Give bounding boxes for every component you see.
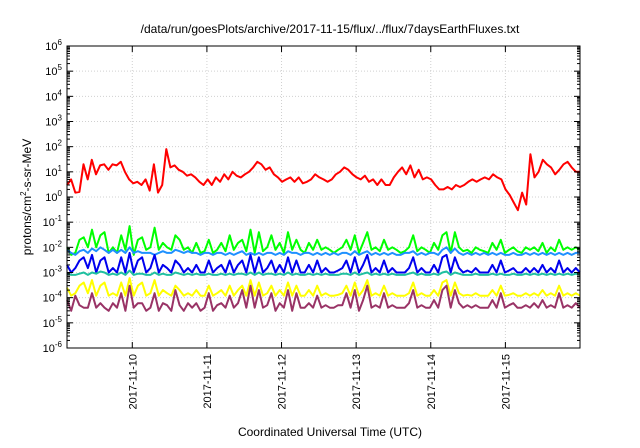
y-tick-base: 10 <box>45 91 57 103</box>
y-tick-exponent: 0 <box>58 189 63 198</box>
y-tick-base: 10 <box>45 41 57 53</box>
y-tick-exponent: 5 <box>58 63 63 72</box>
y-tick-base: 10 <box>45 167 57 179</box>
y-tick-base: 10 <box>45 66 57 78</box>
x-tick-labels: 2017-11-10 2017-11-11 2017-11-12 2017-11-13… <box>127 354 512 409</box>
y-axis-label-main: protons/cm <box>20 196 34 255</box>
series-line-7 <box>66 284 581 312</box>
y-axis-label-rest: -s-sr-MeV <box>20 139 34 192</box>
y-tick-base: 10 <box>43 293 55 305</box>
x-tick-label: 2017-11-12 <box>277 354 289 409</box>
y-tick-exponent: 2 <box>58 139 63 148</box>
y-tick-label: 10-4 <box>43 290 63 305</box>
y-tick-exponent: 1 <box>58 164 63 173</box>
x-tick-label: 2017-11-14 <box>426 354 438 409</box>
series-line-2 <box>66 225 581 256</box>
y-tick-label: 102 <box>45 139 62 154</box>
y-tick-exponent: -6 <box>55 340 63 349</box>
y-tick-labels: 10-610-510-410-310-210-11001011021031041… <box>43 38 63 355</box>
y-tick-base: 10 <box>45 117 57 129</box>
y-tick-label: 100 <box>45 189 62 204</box>
x-tick-label: 2017-11-10 <box>127 354 139 409</box>
series-line-6 <box>66 277 581 297</box>
y-tick-base: 10 <box>43 242 55 254</box>
x-tick-label: 2017-11-11 <box>202 354 214 409</box>
tick-marks <box>67 45 580 349</box>
y-tick-label: 10-1 <box>43 214 63 229</box>
y-tick-base: 10 <box>43 217 55 229</box>
chart-title: /data/run/goesPlots/archive/2017-11-15/f… <box>141 22 520 36</box>
x-tick-label: 2017-11-13 <box>351 354 363 409</box>
y-tick-base: 10 <box>45 142 57 154</box>
y-tick-base: 10 <box>43 343 55 355</box>
y-tick-exponent: 6 <box>58 38 63 47</box>
series-line-4 <box>66 251 581 274</box>
series-lines <box>66 148 581 312</box>
y-tick-label: 10-2 <box>43 239 63 254</box>
y-tick-exponent: -3 <box>55 265 63 274</box>
y-tick-label: 103 <box>45 114 62 129</box>
y-tick-exponent: -4 <box>55 290 63 299</box>
y-tick-exponent: 4 <box>58 88 63 97</box>
x-tick-label: 2017-11-15 <box>500 354 512 409</box>
y-tick-exponent: -2 <box>55 239 63 248</box>
y-tick-label: 105 <box>45 63 62 78</box>
y-tick-base: 10 <box>43 318 55 330</box>
y-tick-label: 101 <box>45 164 62 179</box>
series-line-3 <box>66 246 580 256</box>
series-line-5 <box>66 269 581 276</box>
y-tick-label: 10-6 <box>43 340 63 355</box>
y-tick-base: 10 <box>43 268 55 280</box>
y-tick-label: 104 <box>45 88 62 103</box>
x-axis-label: Coordinated Universal Time (UTC) <box>238 425 422 439</box>
y-axis-label-sup: 2 <box>19 191 28 196</box>
y-axis-label: protons/cm2-s-sr-MeV <box>19 139 34 255</box>
y-tick-exponent: 3 <box>58 114 63 123</box>
y-tick-label: 10-3 <box>43 265 63 280</box>
y-tick-exponent: -1 <box>55 214 63 223</box>
y-tick-label: 10-5 <box>43 315 63 330</box>
y-tick-base: 10 <box>45 192 57 204</box>
grid <box>67 46 580 348</box>
y-tick-exponent: -5 <box>55 315 63 324</box>
series-line-1 <box>66 148 580 212</box>
y-tick-label: 106 <box>45 38 62 53</box>
